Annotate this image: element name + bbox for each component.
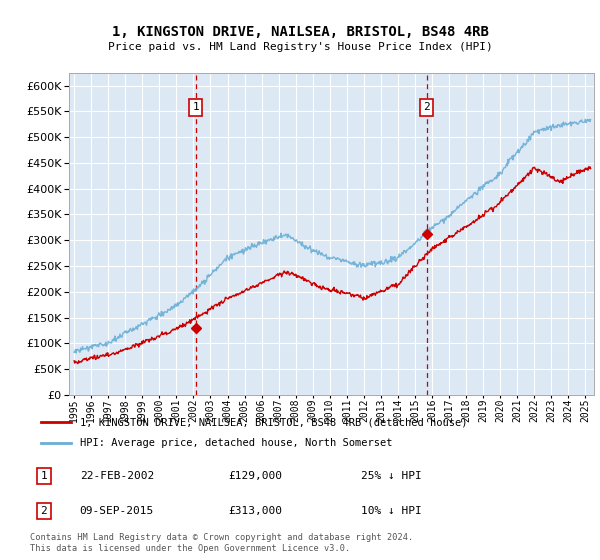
- Text: 2: 2: [40, 506, 47, 516]
- Text: 1: 1: [192, 102, 199, 113]
- Text: HPI: Average price, detached house, North Somerset: HPI: Average price, detached house, Nort…: [80, 438, 392, 448]
- Text: £313,000: £313,000: [229, 506, 283, 516]
- Text: £129,000: £129,000: [229, 471, 283, 481]
- Text: 1, KINGSTON DRIVE, NAILSEA, BRISTOL, BS48 4RB: 1, KINGSTON DRIVE, NAILSEA, BRISTOL, BS4…: [112, 25, 488, 39]
- Text: 22-FEB-2002: 22-FEB-2002: [80, 471, 154, 481]
- Text: 25% ↓ HPI: 25% ↓ HPI: [361, 471, 422, 481]
- Text: 10% ↓ HPI: 10% ↓ HPI: [361, 506, 422, 516]
- Text: Price paid vs. HM Land Registry's House Price Index (HPI): Price paid vs. HM Land Registry's House …: [107, 42, 493, 52]
- Text: 1, KINGSTON DRIVE, NAILSEA, BRISTOL, BS48 4RB (detached house): 1, KINGSTON DRIVE, NAILSEA, BRISTOL, BS4…: [80, 417, 467, 427]
- Text: Contains HM Land Registry data © Crown copyright and database right 2024.
This d: Contains HM Land Registry data © Crown c…: [30, 533, 413, 553]
- Text: 09-SEP-2015: 09-SEP-2015: [80, 506, 154, 516]
- Text: 2: 2: [424, 102, 430, 113]
- Text: 1: 1: [40, 471, 47, 481]
